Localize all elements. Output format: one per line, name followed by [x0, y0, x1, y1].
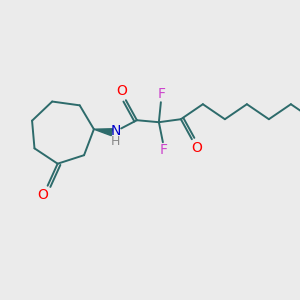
Text: O: O: [116, 84, 127, 98]
Text: F: F: [160, 143, 168, 157]
Polygon shape: [94, 129, 112, 136]
Text: H: H: [111, 135, 121, 148]
Text: N: N: [111, 124, 121, 138]
Text: O: O: [191, 141, 202, 155]
Text: O: O: [37, 188, 48, 202]
Text: F: F: [158, 87, 166, 101]
